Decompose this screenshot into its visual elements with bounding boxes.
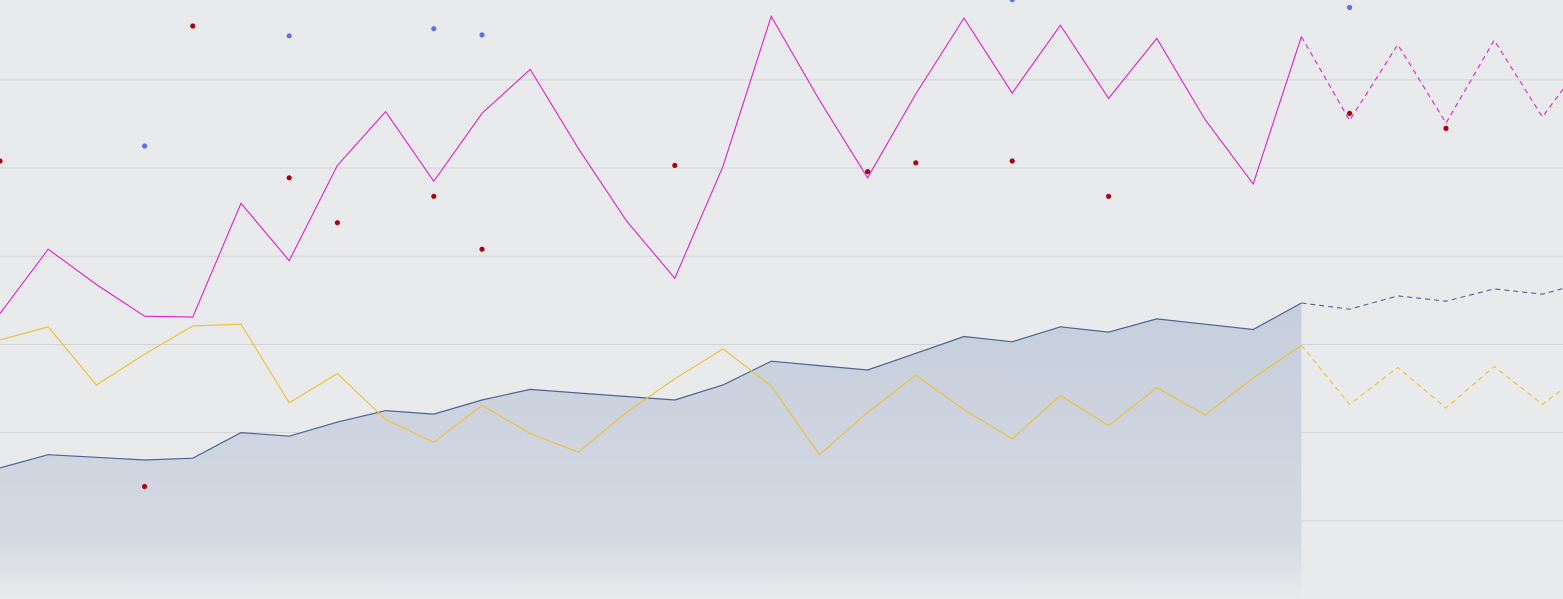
grid xyxy=(0,79,1563,522)
red_dots-point-10 xyxy=(1009,158,1015,164)
dot-layer xyxy=(0,0,1449,490)
red_dots-point-5 xyxy=(431,193,437,199)
blue_dots-point-2 xyxy=(286,33,292,39)
blue_dots-point-7 xyxy=(1009,0,1015,3)
red_dots-point-6 xyxy=(479,246,485,252)
blue_area-line-forecast xyxy=(1301,287,1563,310)
red_dots-point-2 xyxy=(142,483,148,490)
blue_dots-point-4 xyxy=(479,32,485,38)
red_dots-point-13 xyxy=(1443,125,1449,131)
blue_dots-point-0 xyxy=(142,143,148,149)
yellow_line-actual xyxy=(0,323,1302,456)
area-layer xyxy=(0,303,1302,599)
red_dots-point-1 xyxy=(190,23,196,29)
red_dots-point-7 xyxy=(672,162,678,168)
blue_dots-point-3 xyxy=(431,26,437,32)
red_dots-point-11 xyxy=(1106,193,1112,199)
yellow_line-forecast xyxy=(1300,344,1563,409)
red_dots-point-4 xyxy=(334,220,340,226)
red_dots-point-9 xyxy=(913,160,919,166)
red_dots-point-8 xyxy=(865,169,871,175)
red_dots-point-0 xyxy=(0,158,3,164)
magenta_line-actual xyxy=(0,14,1302,318)
blue_dots-point-9 xyxy=(1347,4,1353,11)
red_dots-point-12 xyxy=(1347,110,1353,116)
blue_area-fill xyxy=(0,303,1302,599)
blue_area-line-actual xyxy=(0,302,1302,469)
red_dots-point-3 xyxy=(286,175,292,181)
line-layer xyxy=(0,14,1563,469)
